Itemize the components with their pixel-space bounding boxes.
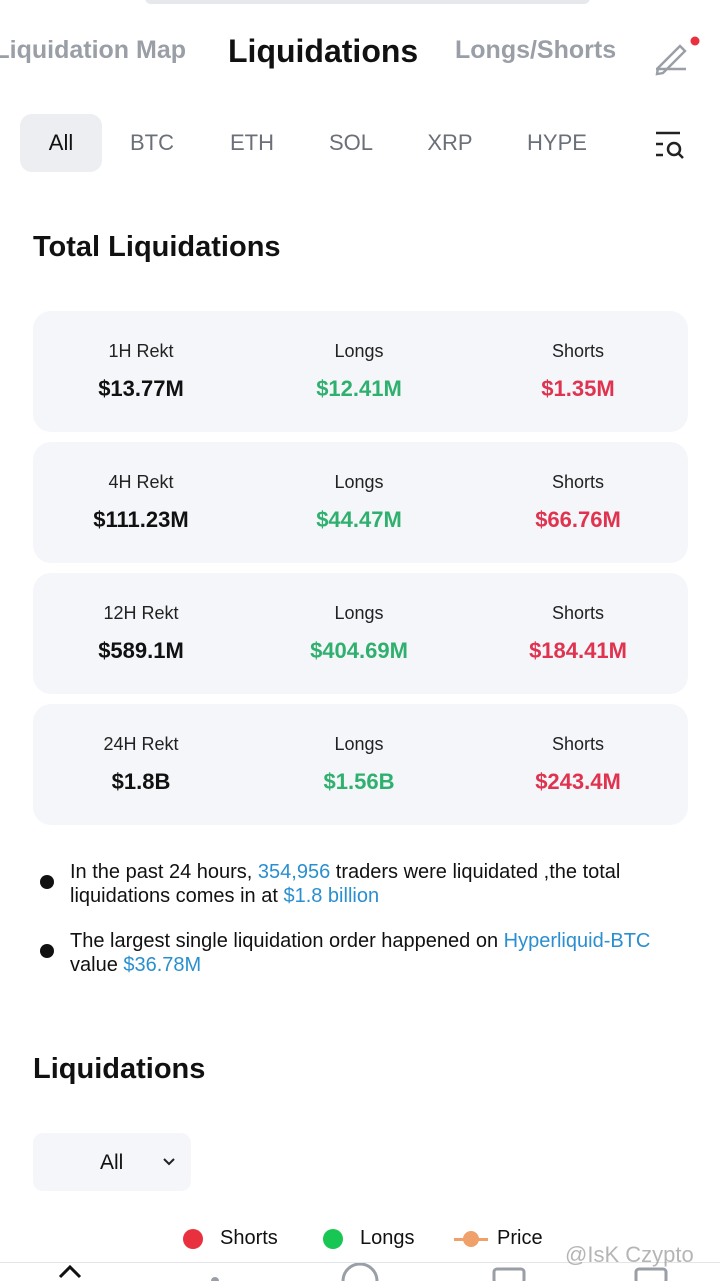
- stat-value: $243.4M: [535, 769, 621, 794]
- nav-divider: [0, 1262, 720, 1263]
- legend-label[interactable]: Shorts: [220, 1227, 278, 1249]
- text-segment: The largest single liquidation order hap…: [70, 930, 504, 952]
- stat-column: 4H Rekt $111.23M: [41, 472, 241, 533]
- highlight[interactable]: $36.78M: [123, 954, 202, 976]
- tab[interactable]: Liquidations: [228, 33, 419, 69]
- filter-chip[interactable]: ETH: [230, 130, 274, 155]
- legend-label[interactable]: Price: [497, 1227, 543, 1249]
- dropdown-value: All: [100, 1151, 124, 1174]
- nav-icon[interactable]: [492, 1267, 526, 1281]
- legend-label[interactable]: Longs: [360, 1227, 415, 1249]
- bullet-dot: [40, 875, 54, 889]
- stat-column: Longs $12.41M: [259, 341, 459, 402]
- legend-marker: [183, 1229, 203, 1249]
- text-segment: In the past 24 hours,: [70, 861, 258, 883]
- stat-value: $13.77M: [98, 376, 184, 401]
- stat-card: 4H Rekt $111.23M Longs $44.47M Shorts $66.76M: [33, 442, 688, 563]
- notification-dot: [690, 36, 700, 46]
- stat-label: Longs: [334, 603, 384, 623]
- stat-value: $404.69M: [310, 638, 408, 663]
- dropdown[interactable]: All: [33, 1133, 191, 1191]
- bullet-text: In the past 24 hours, 354,956 traders we…: [70, 860, 690, 908]
- bullet-dot: [40, 944, 54, 958]
- stat-column: Longs $1.56B: [259, 734, 459, 795]
- stat-value: $1.35M: [541, 376, 615, 401]
- filter-chip[interactable]: All: [20, 114, 102, 172]
- stat-label: 4H Rekt: [108, 472, 174, 492]
- stat-value: $66.76M: [535, 507, 621, 532]
- stat-label: 12H Rekt: [103, 603, 179, 623]
- stat-column: Longs $44.47M: [259, 472, 459, 533]
- stat-label: Shorts: [551, 341, 605, 361]
- stat-value: $1.8B: [111, 769, 171, 794]
- text-segment: value: [70, 954, 124, 976]
- filter-chip[interactable]: HYPE: [527, 130, 587, 155]
- nav-icon[interactable]: [341, 1263, 379, 1281]
- tab[interactable]: Longs/Shorts: [455, 36, 617, 64]
- stat-column: Shorts $66.76M: [478, 472, 678, 533]
- stat-column: 1H Rekt $13.77M: [41, 341, 241, 402]
- stat-card: 1H Rekt $13.77M Longs $12.41M Shorts $1.35M: [33, 311, 688, 432]
- highlight[interactable]: Hyperliquid-BTC: [503, 930, 651, 952]
- stat-column: 24H Rekt $1.8B: [41, 734, 241, 795]
- top-bar: [145, 0, 590, 4]
- stat-card: 12H Rekt $589.1M Longs $404.69M Shorts $184.4…: [33, 573, 688, 694]
- chevron-path: [163, 1158, 175, 1166]
- stat-value: $589.1M: [98, 638, 184, 663]
- nav-icon[interactable]: [211, 1277, 219, 1281]
- tab[interactable]: Liquidation Map: [0, 36, 186, 64]
- stat-label: Shorts: [551, 472, 605, 492]
- bottom-nav: [58, 1263, 668, 1281]
- nav-icon[interactable]: [634, 1267, 668, 1281]
- section-title: Total Liquidations: [33, 231, 281, 263]
- stat-value: $12.41M: [316, 376, 402, 401]
- watermark: @IsK Czypto: [565, 1242, 694, 1267]
- highlight[interactable]: 354,956: [257, 861, 331, 883]
- icon-lens: [666, 141, 682, 157]
- stat-card: 24H Rekt $1.8B Longs $1.56B Shorts $243.4M: [33, 704, 688, 825]
- edit-icon[interactable]: [652, 36, 702, 76]
- stat-column: Longs $404.69M: [259, 603, 459, 664]
- stat-value: $184.41M: [529, 638, 627, 663]
- stat-value: $44.47M: [316, 507, 402, 532]
- stat-column: 12H Rekt $589.1M: [41, 603, 241, 664]
- stat-label: Longs: [334, 734, 384, 754]
- icon-handle: [677, 152, 684, 159]
- filter-chip[interactable]: SOL: [328, 130, 374, 155]
- stat-column: Shorts $243.4M: [478, 734, 678, 795]
- search-filter-icon[interactable]: [654, 130, 688, 160]
- stat-column: Shorts $1.35M: [478, 341, 678, 402]
- stat-label: Longs: [334, 472, 384, 492]
- legend-marker: [463, 1231, 479, 1247]
- filter-chip[interactable]: XRP: [427, 130, 473, 155]
- section-title: Liquidations: [33, 1053, 206, 1085]
- text-segment: traders were liquidated ,the total liqui…: [70, 861, 621, 907]
- highlight[interactable]: $1.8 billion: [283, 885, 380, 907]
- stat-value: $1.56B: [323, 769, 395, 794]
- legend-marker: [323, 1229, 343, 1249]
- bullet-text: The largest single liquidation order hap…: [70, 929, 690, 977]
- stat-label: Shorts: [551, 603, 605, 623]
- stat-label: 1H Rekt: [108, 341, 174, 361]
- stat-label: Shorts: [551, 734, 605, 754]
- stat-column: Shorts $184.41M: [478, 603, 678, 664]
- stat-label: 24H Rekt: [103, 734, 179, 754]
- nav-icon[interactable]: [58, 1264, 82, 1279]
- filter-chip[interactable]: BTC: [130, 130, 174, 155]
- chevron: [163, 1158, 175, 1166]
- stat-label: Longs: [334, 341, 384, 361]
- stat-value: $111.23M: [93, 507, 189, 532]
- pencil: [655, 44, 687, 76]
